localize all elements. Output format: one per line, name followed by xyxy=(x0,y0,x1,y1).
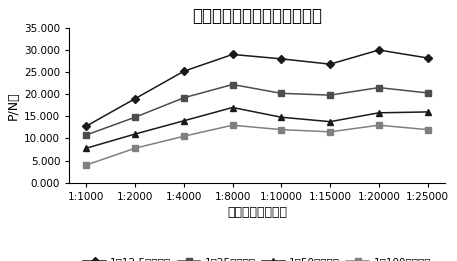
1：100阳性血清 xyxy=(84,163,89,167)
1：25阳性血清 xyxy=(376,86,382,89)
1：25阳性血清 xyxy=(181,96,186,99)
1：12.5阳性血清 xyxy=(279,57,284,60)
1：25阳性血清 xyxy=(133,116,138,119)
1：12.5阳性血清 xyxy=(230,53,235,56)
1：50阳性血清 xyxy=(230,106,235,109)
1：100阳性血清 xyxy=(230,124,235,127)
1：12.5阳性血清 xyxy=(133,97,138,100)
1：25阳性血清 xyxy=(279,92,284,95)
1：12.5阳性血清 xyxy=(327,63,333,66)
Y-axis label: P/N值: P/N值 xyxy=(7,91,20,120)
1：50阳性血清 xyxy=(425,110,430,114)
Legend: 1：12.5阳性血清, 1：25阳性血清, 1：50阳性血清, 1：100阳性血清: 1：12.5阳性血清, 1：25阳性血清, 1：50阳性血清, 1：100阳性血… xyxy=(79,253,435,261)
1：50阳性血清 xyxy=(327,120,333,123)
1：25阳性血清 xyxy=(327,93,333,97)
Line: 1：25阳性血清: 1：25阳性血清 xyxy=(84,82,430,138)
Title: 检测一抗与检测二抗方阵滴定: 检测一抗与检测二抗方阵滴定 xyxy=(192,7,322,25)
1：12.5阳性血清 xyxy=(425,56,430,60)
1：12.5阳性血清 xyxy=(84,124,89,128)
1：100阳性血清 xyxy=(327,130,333,133)
Line: 1：50阳性血清: 1：50阳性血清 xyxy=(83,104,431,152)
1：12.5阳性血清 xyxy=(376,49,382,52)
1：12.5阳性血清 xyxy=(181,70,186,73)
1：25阳性血清 xyxy=(425,91,430,94)
1：100阳性血清 xyxy=(376,124,382,127)
1：50阳性血清 xyxy=(133,133,138,136)
1：100阳性血清 xyxy=(279,128,284,131)
1：100阳性血清 xyxy=(425,128,430,131)
1：50阳性血清 xyxy=(279,116,284,119)
Line: 1：12.5阳性血清: 1：12.5阳性血清 xyxy=(84,47,430,129)
1：100阳性血清 xyxy=(133,147,138,150)
1：25阳性血清 xyxy=(84,133,89,137)
1：50阳性血清 xyxy=(181,119,186,122)
Line: 1：100阳性血清: 1：100阳性血清 xyxy=(84,122,430,168)
1：25阳性血清 xyxy=(230,83,235,86)
1：100阳性血清 xyxy=(181,135,186,138)
X-axis label: 检测二抗稀释倍数: 检测二抗稀释倍数 xyxy=(227,206,287,219)
1：50阳性血清 xyxy=(376,111,382,114)
1：50阳性血清 xyxy=(84,147,89,150)
